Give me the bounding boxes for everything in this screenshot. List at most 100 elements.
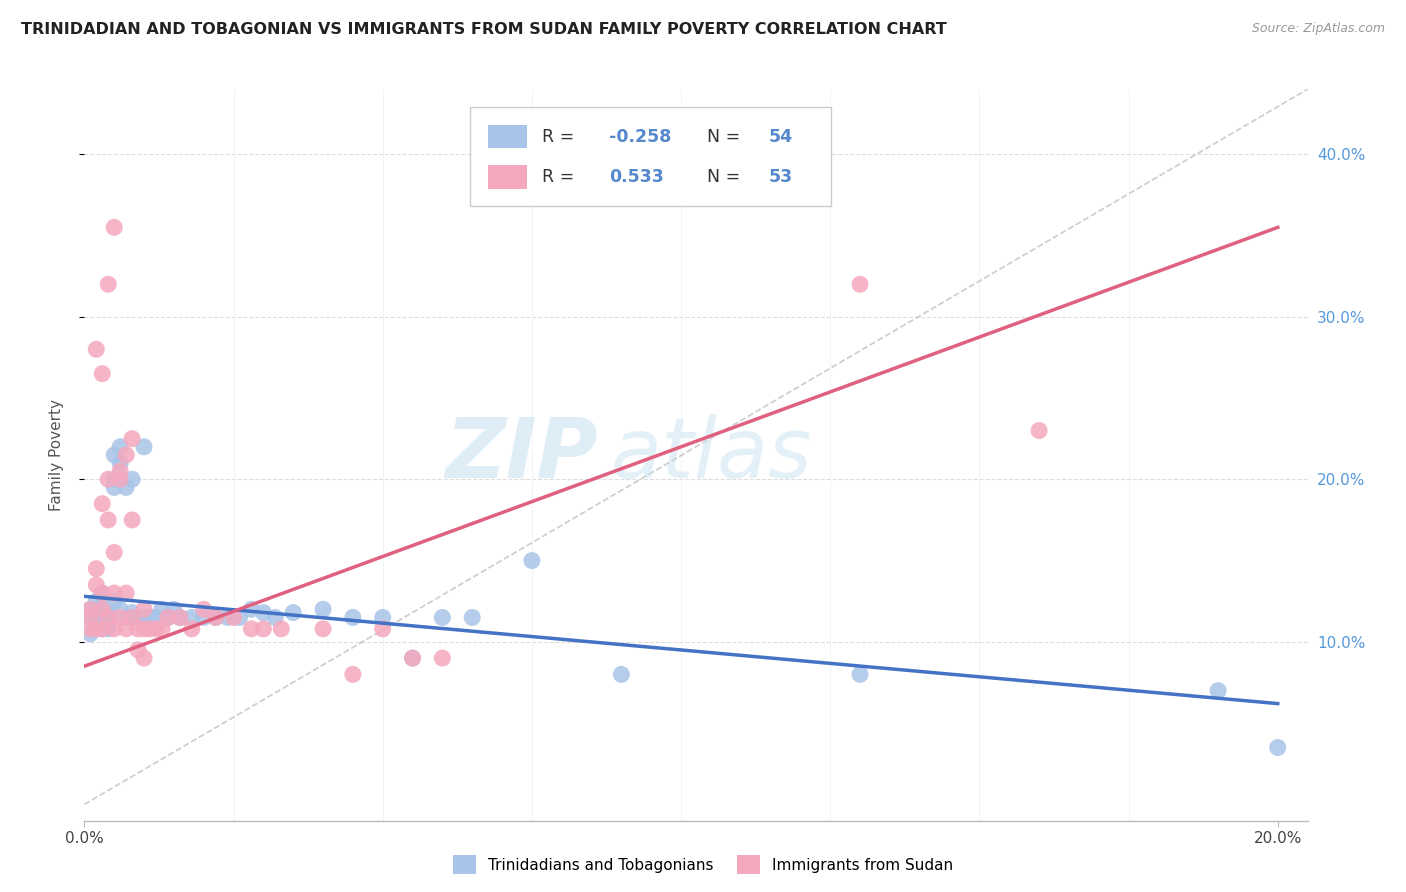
Text: R =: R = — [541, 128, 579, 145]
Point — [103, 586, 125, 600]
Text: -0.258: -0.258 — [609, 128, 672, 145]
Bar — [488, 165, 527, 189]
Point — [121, 472, 143, 486]
Point — [121, 513, 143, 527]
Point — [193, 602, 215, 616]
Point — [461, 610, 484, 624]
Point — [121, 432, 143, 446]
Point — [103, 472, 125, 486]
Point — [115, 610, 138, 624]
Point — [132, 651, 155, 665]
Point — [91, 586, 114, 600]
Point — [217, 610, 239, 624]
Point — [103, 545, 125, 559]
Point — [1267, 740, 1289, 755]
Text: R =: R = — [541, 168, 585, 186]
Point — [84, 622, 107, 636]
Point — [432, 651, 454, 665]
Point — [103, 220, 125, 235]
Point — [132, 622, 155, 636]
Point — [79, 626, 101, 640]
Point — [371, 622, 394, 636]
Point — [91, 586, 114, 600]
Point — [97, 277, 120, 292]
Point — [115, 622, 138, 636]
Point — [342, 667, 364, 681]
Point — [97, 614, 120, 628]
Point — [222, 610, 245, 624]
Point — [115, 448, 138, 462]
Point — [163, 602, 186, 616]
Point — [156, 610, 179, 624]
Point — [520, 553, 543, 567]
Point — [79, 602, 101, 616]
Point — [150, 622, 173, 636]
FancyBboxPatch shape — [470, 108, 831, 206]
Legend: Trinidadians and Tobagonians, Immigrants from Sudan: Trinidadians and Tobagonians, Immigrants… — [447, 849, 959, 880]
Point — [283, 606, 305, 620]
Point — [145, 622, 167, 636]
Point — [84, 343, 107, 357]
Point — [228, 610, 250, 624]
Y-axis label: Family Poverty: Family Poverty — [49, 399, 63, 511]
Point — [1206, 683, 1229, 698]
Point — [132, 440, 155, 454]
Point — [91, 610, 114, 624]
Point — [401, 651, 423, 665]
Point — [97, 513, 120, 527]
Point — [127, 610, 149, 624]
Point — [108, 610, 131, 624]
Point — [401, 651, 423, 665]
Point — [91, 367, 114, 381]
Point — [84, 615, 107, 630]
Point — [132, 610, 155, 624]
Point — [193, 610, 215, 624]
Point — [97, 472, 120, 486]
Point — [849, 667, 872, 681]
Point — [97, 622, 120, 636]
Text: N =: N = — [707, 168, 745, 186]
Point — [145, 610, 167, 624]
Point — [91, 599, 114, 613]
Point — [103, 480, 125, 494]
Point — [156, 610, 179, 624]
Point — [180, 622, 202, 636]
Point — [108, 472, 131, 486]
Text: 0.533: 0.533 — [609, 168, 664, 186]
Text: atlas: atlas — [610, 415, 813, 495]
Point — [371, 610, 394, 624]
Point — [264, 610, 287, 624]
Point — [139, 610, 162, 624]
Point — [79, 610, 101, 624]
Point — [108, 440, 131, 454]
Point — [610, 667, 633, 681]
Text: Source: ZipAtlas.com: Source: ZipAtlas.com — [1251, 22, 1385, 36]
Point — [84, 562, 107, 576]
Point — [108, 602, 131, 616]
Point — [103, 594, 125, 608]
Point — [139, 622, 162, 636]
Point — [180, 610, 202, 624]
Point — [342, 610, 364, 624]
Point — [84, 578, 107, 592]
Point — [91, 497, 114, 511]
Point — [132, 602, 155, 616]
Text: TRINIDADIAN AND TOBAGONIAN VS IMMIGRANTS FROM SUDAN FAMILY POVERTY CORRELATION C: TRINIDADIAN AND TOBAGONIAN VS IMMIGRANTS… — [21, 22, 946, 37]
Point — [84, 622, 107, 636]
Point — [240, 602, 263, 616]
Point — [121, 610, 143, 624]
Point — [91, 622, 114, 636]
Point — [103, 448, 125, 462]
Point — [849, 277, 872, 292]
Point — [108, 464, 131, 478]
Bar — [488, 125, 527, 148]
Point — [169, 610, 191, 624]
Point — [115, 480, 138, 494]
Point — [150, 602, 173, 616]
Point — [127, 622, 149, 636]
Point — [312, 622, 335, 636]
Point — [312, 602, 335, 616]
Point — [97, 610, 120, 624]
Text: N =: N = — [707, 128, 745, 145]
Point — [79, 622, 101, 636]
